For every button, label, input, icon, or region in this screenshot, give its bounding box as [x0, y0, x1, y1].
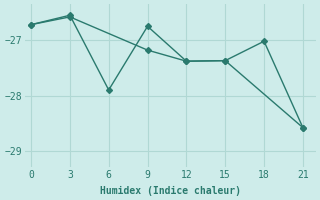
X-axis label: Humidex (Indice chaleur): Humidex (Indice chaleur): [100, 186, 241, 196]
